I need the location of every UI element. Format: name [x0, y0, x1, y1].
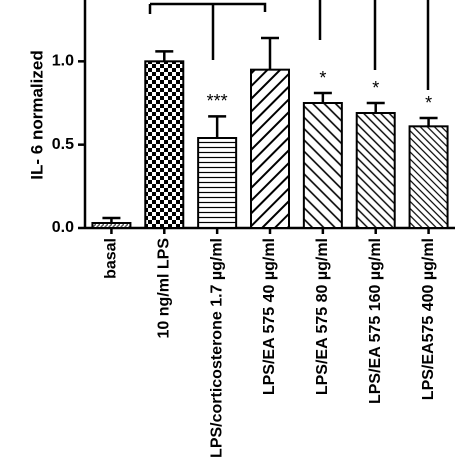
- bar: [302, 102, 343, 229]
- x-tick-label: LPS/EA 575 40 µg/ml: [261, 238, 278, 395]
- x-tick-label: LPS/EA575 400 µg/ml: [420, 238, 437, 400]
- bar: [408, 125, 449, 229]
- y-axis-label: IL- 6 normalized: [27, 50, 46, 179]
- y-tick-label: 0.0: [52, 219, 74, 236]
- bar: [197, 137, 238, 229]
- significance-label: *: [425, 93, 432, 113]
- x-tick-label: LPS/corticosterone 1.7 µg/ml: [208, 238, 225, 458]
- bar: [250, 68, 290, 229]
- bar: [144, 60, 185, 230]
- significance-label: ***: [207, 91, 228, 111]
- x-tick-label: LPS/EA 575 80 µg/ml: [314, 238, 331, 395]
- comparison-lines: [148, 0, 430, 90]
- x-tick-label: basal: [103, 238, 120, 279]
- y-tick-label: 1.0: [52, 53, 74, 70]
- significance-label: *: [372, 78, 379, 98]
- significance-label: *: [319, 68, 326, 88]
- y-tick-label: 0.5: [52, 136, 74, 153]
- bar: [355, 112, 396, 229]
- bar: [91, 222, 132, 229]
- x-tick-label: 10 ng/ml LPS: [156, 238, 173, 339]
- x-tick-label: LPS/EA 575 160 µg/ml: [367, 238, 384, 404]
